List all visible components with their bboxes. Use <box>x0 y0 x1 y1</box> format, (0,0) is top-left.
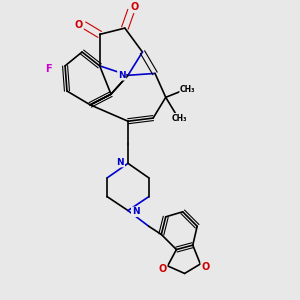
Text: O: O <box>75 20 83 30</box>
Text: O: O <box>201 262 209 272</box>
Text: N: N <box>118 71 125 80</box>
Text: F: F <box>45 64 51 74</box>
Text: N: N <box>132 207 139 216</box>
Text: CH₃: CH₃ <box>180 85 196 94</box>
Text: N: N <box>117 158 124 166</box>
Text: O: O <box>130 2 138 12</box>
Text: CH₃: CH₃ <box>172 114 187 123</box>
Text: O: O <box>158 264 167 274</box>
